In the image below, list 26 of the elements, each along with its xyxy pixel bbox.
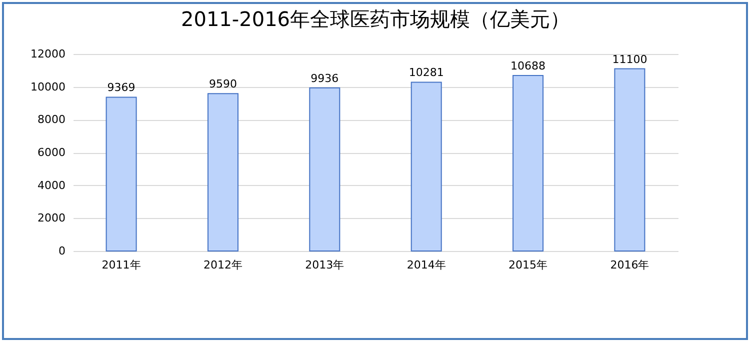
y-tick-label: 10000	[30, 80, 66, 94]
x-tick-label: 2013年	[305, 258, 344, 272]
chart-title: 2011-2016年全球医药市场规模（亿美元）	[180, 7, 570, 31]
y-tick-label: 0	[58, 244, 66, 258]
data-label: 9590	[208, 78, 237, 91]
bar	[614, 68, 646, 252]
x-tick-label: 2016年	[610, 258, 650, 272]
x-tick-label: 2015年	[508, 258, 548, 272]
y-tick-label: 2000	[38, 212, 66, 225]
y-tick-label: 6000	[38, 146, 66, 159]
bar	[309, 87, 340, 252]
data-label: 10281	[408, 66, 444, 80]
bar	[106, 96, 137, 252]
bar	[512, 75, 544, 252]
data-label: 9936	[310, 72, 339, 85]
x-tick-label: 2012年	[203, 258, 242, 272]
data-label: 11100	[612, 52, 648, 66]
data-label: 10688	[510, 60, 546, 73]
y-tick-label: 8000	[38, 113, 66, 126]
y-tick-label: 4000	[38, 178, 66, 192]
x-tick-label: 2011年	[102, 258, 141, 272]
y-tick-label: 12000	[30, 48, 66, 60]
bar	[207, 93, 238, 252]
data-label: 9369	[107, 81, 136, 94]
bar	[410, 82, 442, 252]
x-tick-label: 2014年	[406, 258, 446, 272]
